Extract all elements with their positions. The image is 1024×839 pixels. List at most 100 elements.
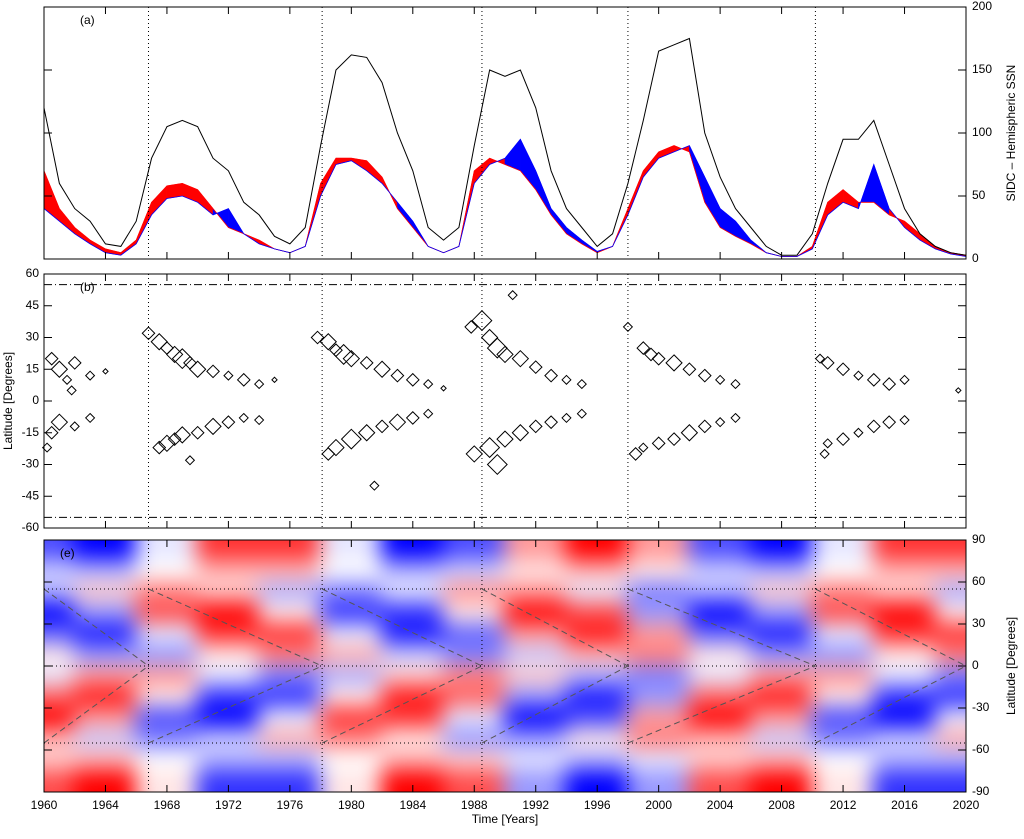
x-tick-label: 1988 [461, 798, 488, 812]
heatmap-cell [811, 644, 875, 667]
x-tick-label: 1992 [522, 798, 549, 812]
heatmap-cell [504, 540, 568, 562]
sunspot-marker [206, 364, 220, 379]
sunspot-marker [651, 436, 666, 451]
sunspot-marker [390, 368, 405, 383]
y-axis-label: Latitude [Degrees] [1, 352, 15, 450]
heatmap-cell [135, 602, 199, 625]
heatmap-cell [626, 540, 691, 562]
y-tick-label: -60 [972, 742, 990, 756]
hemisphere-difference-fill [366, 160, 383, 184]
heatmap-cell [565, 623, 629, 646]
heatmap-cell [749, 749, 814, 772]
heatmap-cell [319, 602, 384, 625]
heatmap-cell [196, 540, 261, 562]
sunspot-marker [44, 351, 59, 366]
wing-guide [481, 588, 629, 667]
sunspot-marker [190, 425, 205, 440]
x-tick-label: 1976 [277, 798, 304, 812]
heatmap-cell [626, 560, 691, 583]
sunspot-marker [319, 333, 337, 351]
heatmap-cell [688, 728, 752, 751]
heatmap-cell [934, 686, 966, 709]
sunspot-marker [423, 378, 434, 390]
panel-label: (e) [60, 546, 75, 560]
heatmap-cell [381, 644, 445, 667]
y-tick-label: 15 [26, 361, 40, 375]
sunspot-marker [171, 348, 193, 370]
hemisphere-difference-fill [520, 139, 536, 191]
panel: 1960 1964 1968 1972 1976 1980 1984 1988 1992 1996… [31, 532, 1019, 826]
y-tick-label: -60 [22, 520, 40, 534]
sunspot-marker [715, 374, 726, 385]
hemisphere-difference-fill [320, 157, 337, 197]
heatmap-cell [319, 728, 384, 751]
sunspot-marker [405, 411, 420, 425]
sunspot-marker [464, 320, 479, 334]
heatmap-cell [504, 602, 568, 625]
sunspot-marker [715, 417, 726, 428]
heatmap-cell [44, 707, 76, 730]
heatmap-cell [565, 749, 629, 772]
heatmap-cell [442, 560, 506, 583]
sunspot-marker [882, 377, 897, 391]
heatmap-cell [565, 728, 629, 751]
total-ssn-line [44, 37, 966, 256]
heatmap-cell [688, 581, 752, 604]
heatmap-clip [44, 540, 966, 792]
sunspot-marker [359, 355, 374, 370]
sunspot-marker [369, 480, 380, 491]
heatmap-cell [504, 560, 568, 583]
sunspot-marker [496, 430, 514, 448]
heatmap-cell [258, 686, 322, 709]
heatmap-cell [135, 540, 199, 562]
heatmap-cell [381, 728, 445, 751]
heatmap-cell [196, 665, 261, 688]
x-tick-label: 1980 [338, 798, 365, 812]
heatmap-cell [135, 686, 199, 709]
heatmap-cell [749, 581, 814, 604]
heatmap-cell [442, 665, 506, 688]
heatmap-cell [381, 770, 445, 792]
y-tick-label: -90 [972, 784, 990, 798]
heatmap-cell [73, 540, 138, 562]
panel: 0 50 100 150 200 (a) SIDC – Hemispheric SSN [43, 0, 1018, 265]
sunspot-marker [561, 374, 572, 385]
y-tick-label: 0 [32, 393, 39, 407]
sunspot-marker [622, 321, 634, 333]
heatmap-cell [626, 770, 691, 792]
heatmap-cell [44, 540, 76, 562]
heatmap-cell [135, 623, 199, 646]
heatmap-cell [319, 644, 384, 667]
heatmap-cell [565, 540, 629, 562]
wing-guide [44, 665, 149, 744]
heatmap-cell [381, 581, 445, 604]
heatmap-cell [44, 749, 76, 772]
heatmap-cell [196, 728, 261, 751]
heatmap-cell [934, 623, 966, 646]
heatmap-cell [688, 707, 752, 730]
heatmap-cell [749, 728, 814, 751]
heatmap-cell [44, 686, 76, 709]
sunspot-marker [511, 349, 530, 368]
heatmap-cell [565, 560, 629, 583]
sunspot-marker [152, 440, 167, 455]
heatmap-cell [504, 770, 568, 792]
heatmap-cell [749, 770, 814, 792]
sunspot-marker [511, 424, 530, 442]
sunspot-marker [955, 387, 962, 394]
heatmap-cell [872, 644, 937, 667]
heatmap-cell [872, 581, 937, 604]
sunspot-marker [486, 337, 508, 359]
panel-label: (a) [80, 13, 95, 27]
heatmap-cell [442, 749, 506, 772]
hemisphere-difference-fill [550, 207, 567, 235]
heatmap-cell [135, 749, 199, 772]
heatmap-cell [44, 602, 76, 625]
y-tick-label: 30 [26, 330, 40, 344]
heatmap-cell [626, 749, 691, 772]
sunspot-marker [836, 362, 850, 377]
heatmap-cell [934, 560, 966, 583]
